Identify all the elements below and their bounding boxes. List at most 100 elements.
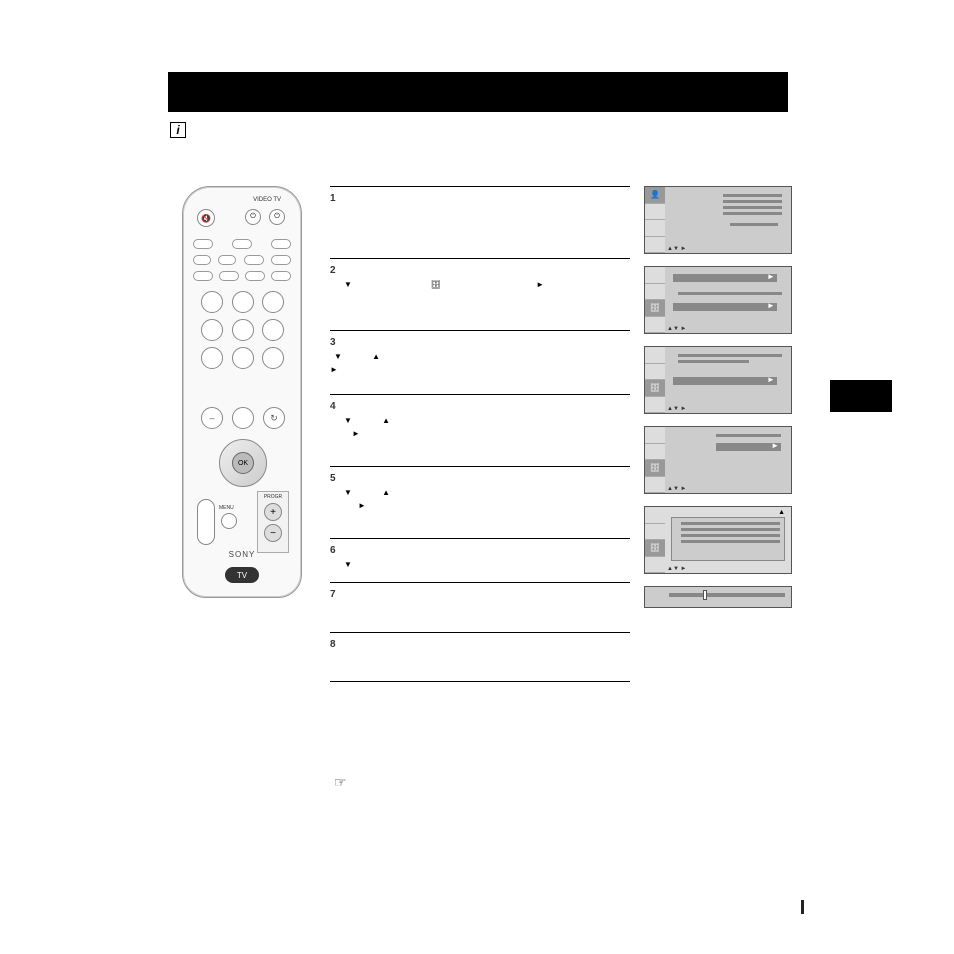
remote-row-1 xyxy=(193,239,291,249)
tab-setup-icon: 🗄 xyxy=(645,380,665,397)
side-page-tab xyxy=(830,380,892,412)
progr-label: PROGR xyxy=(258,494,288,500)
tab-icon xyxy=(645,397,665,414)
small-button[interactable] xyxy=(271,255,291,265)
progr-box: PROGR + − xyxy=(257,491,289,553)
tab-icon xyxy=(645,427,665,444)
step-number: 6 xyxy=(330,545,336,556)
step-number: 2 xyxy=(330,265,336,276)
screen-footer: ▲▼ ► xyxy=(667,486,686,492)
step-arrows: ▼ 🗄 ► xyxy=(344,280,630,289)
screen-footer: ▲▼ ► xyxy=(667,406,686,412)
num-button[interactable] xyxy=(262,347,284,369)
small-button[interactable] xyxy=(219,271,239,281)
tv-badge: TV xyxy=(225,567,259,583)
num-button[interactable] xyxy=(262,319,284,341)
menu-label: MENU xyxy=(219,505,234,511)
tab-icon xyxy=(645,284,665,301)
small-button[interactable] xyxy=(218,255,236,265)
step-2: 2 ▼ 🗄 ► xyxy=(330,258,630,330)
tab-icon xyxy=(645,507,665,524)
small-button[interactable] xyxy=(193,255,211,265)
step-4: 4 ▼ ▲ ► xyxy=(330,394,630,466)
step-arrows: ▼ ▲ xyxy=(344,416,630,425)
tab-icon xyxy=(645,237,665,254)
tab-icon xyxy=(645,477,665,494)
small-button[interactable] xyxy=(245,271,265,281)
page-number-marker xyxy=(801,900,804,914)
num-button[interactable] xyxy=(232,291,254,313)
mute-button[interactable]: 🔇 xyxy=(197,209,215,227)
step-arrows: ► xyxy=(358,501,630,510)
menu-screen-1: 👤 ▲▼ ► xyxy=(644,186,792,254)
steps-list: 1 2 ▼ 🗄 ► 3 ▼ ▲ ► 4 ▼ ▲ ► 5 ▼ ▲ ► 6 ▼ 7 xyxy=(330,186,630,682)
refresh-button[interactable]: ↻ xyxy=(263,407,285,429)
tab-icon xyxy=(645,267,665,284)
step-number: 4 xyxy=(330,401,336,412)
menu-screen-3: 🗄 ▲▼ ► xyxy=(644,346,792,414)
screen-footer: ▲▼ ► xyxy=(667,326,686,332)
num-button[interactable] xyxy=(201,291,223,313)
remote-row-2 xyxy=(193,255,291,265)
num-button[interactable] xyxy=(262,291,284,313)
bottom-num-row: – ↻ xyxy=(201,407,285,429)
tab-icon xyxy=(645,364,665,381)
step-arrows: ▼ ▲ xyxy=(334,352,630,361)
step-3: 3 ▼ ▲ ► xyxy=(330,330,630,394)
step-number: 5 xyxy=(330,473,336,484)
tab-setup-icon: 🗄 xyxy=(645,460,665,477)
num-button[interactable] xyxy=(201,319,223,341)
step-arrows: ▼ xyxy=(344,560,630,569)
menu-screens: 👤 ▲▼ ► 🗄 xyxy=(644,186,792,608)
step-1: 1 xyxy=(330,186,630,258)
tab-icon xyxy=(645,347,665,364)
number-pad xyxy=(201,291,285,369)
num-button[interactable] xyxy=(232,319,254,341)
step-arrows: ► xyxy=(352,429,630,438)
video-power-button[interactable]: ⏻ xyxy=(245,209,261,225)
dash-button[interactable]: – xyxy=(201,407,223,429)
step-5: 5 ▼ ▲ ► xyxy=(330,466,630,538)
brand-label: SONY xyxy=(183,550,301,559)
small-button[interactable] xyxy=(271,239,291,249)
progr-down-button[interactable]: − xyxy=(264,524,282,542)
info-icon: i xyxy=(170,122,186,138)
menu-screen-4: 🗄 ▲▼ ► xyxy=(644,426,792,494)
tab-icon xyxy=(645,557,665,574)
step-arrows: ▼ ▲ xyxy=(344,488,630,497)
tab-icon xyxy=(645,317,665,334)
volume-rocker[interactable] xyxy=(197,499,215,545)
step-7: 7 xyxy=(330,582,630,632)
step-number: 7 xyxy=(330,589,336,600)
tab-icon xyxy=(645,204,665,221)
screen-footer: ▲▼ ► xyxy=(667,566,686,572)
title-bar xyxy=(168,72,788,112)
tab-setup-icon: 🗄 xyxy=(645,300,665,317)
tab-picture-icon: 👤 xyxy=(645,187,665,204)
menu-screen-2: 🗄 ▲▼ ► xyxy=(644,266,792,334)
menu-screen-slider xyxy=(644,586,792,608)
small-button[interactable] xyxy=(244,255,264,265)
remote-top-labels: VIDEO TV xyxy=(253,197,281,203)
remote-row-3 xyxy=(193,271,291,281)
tab-setup-icon: 🗄 xyxy=(645,540,665,557)
small-button[interactable] xyxy=(271,271,291,281)
num-button[interactable] xyxy=(201,347,223,369)
small-button[interactable] xyxy=(232,239,252,249)
hand-icon: ☞ xyxy=(334,774,347,791)
remote-control: VIDEO TV 🔇 ⏻ ⏻ xyxy=(182,186,302,598)
menu-screen-5: 🗄 ▲ ▲▼ ► xyxy=(644,506,792,574)
d-pad[interactable] xyxy=(219,439,267,487)
small-button[interactable] xyxy=(193,239,213,249)
menu-button[interactable] xyxy=(221,513,237,529)
step-arrows: ► xyxy=(330,365,630,374)
progr-up-button[interactable]: + xyxy=(264,503,282,521)
tv-power-button[interactable]: ⏻ xyxy=(269,209,285,225)
num-button[interactable] xyxy=(232,347,254,369)
num-button[interactable] xyxy=(232,407,254,429)
tab-icon xyxy=(645,524,665,541)
small-button[interactable] xyxy=(193,271,213,281)
step-number: 8 xyxy=(330,639,336,650)
tab-icon xyxy=(645,444,665,461)
tab-icon xyxy=(645,220,665,237)
